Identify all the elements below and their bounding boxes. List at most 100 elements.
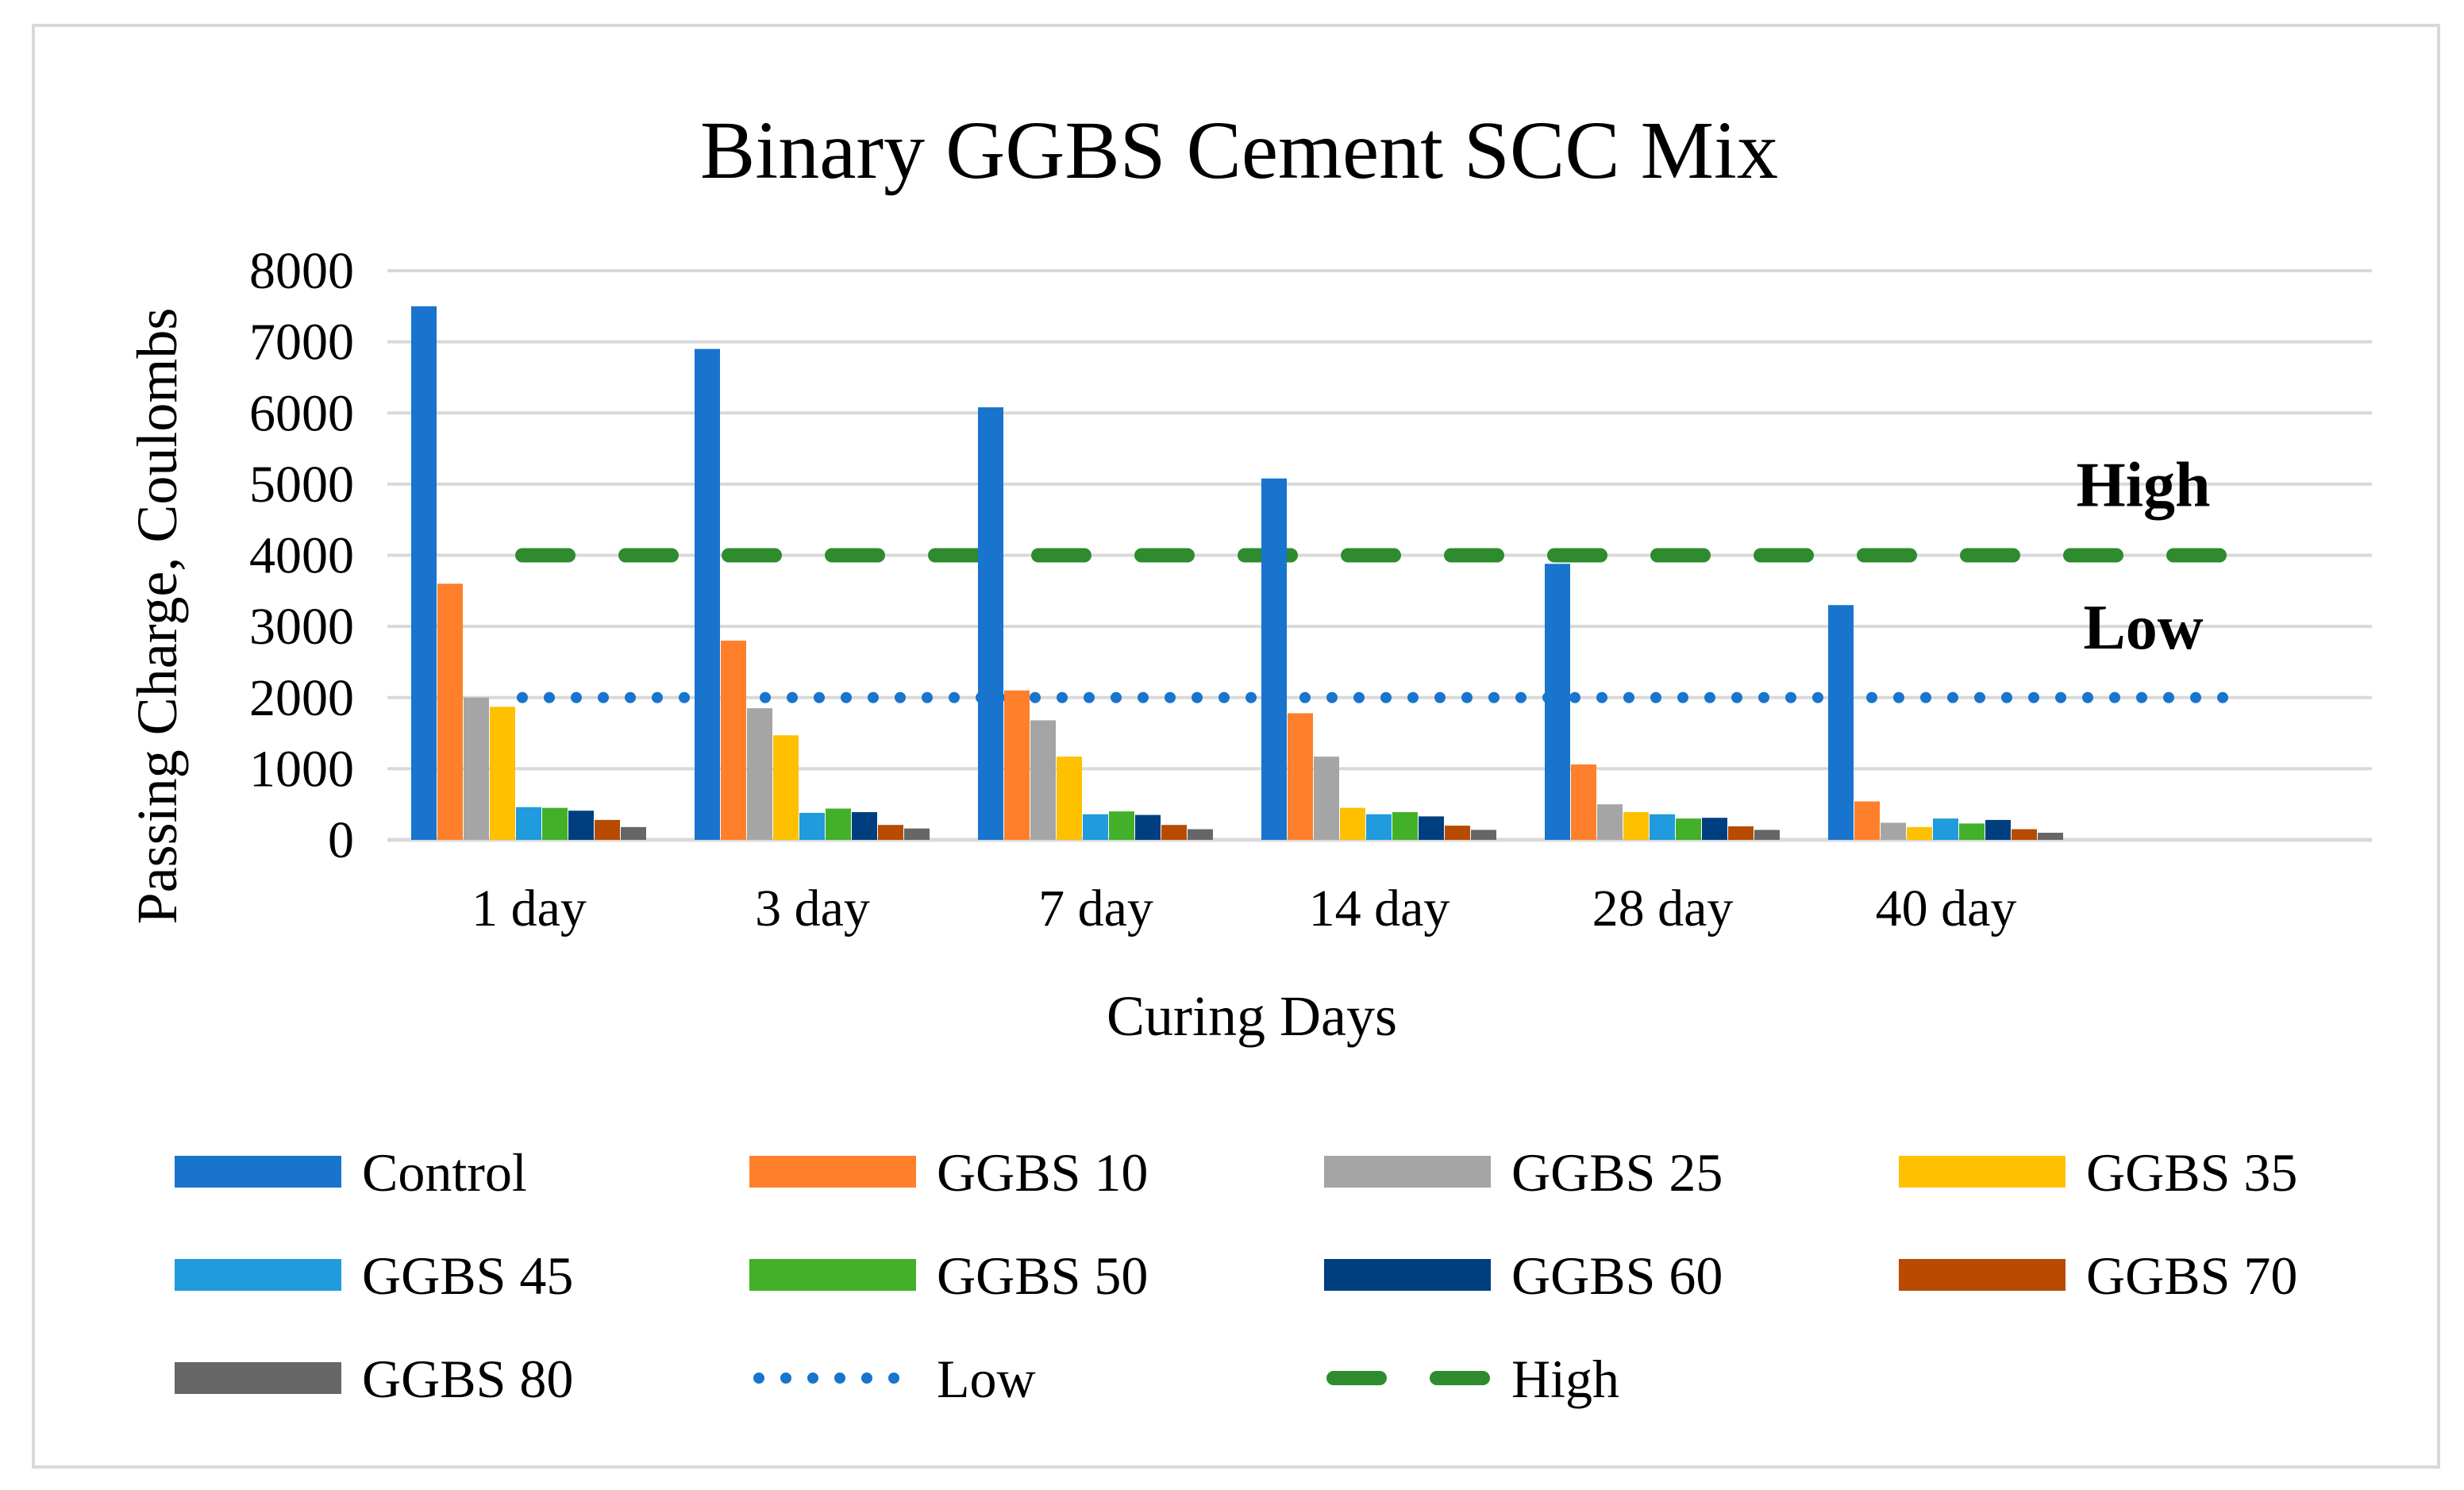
- annotation-low: Low: [2083, 593, 2203, 663]
- y-tick-label: 3000: [249, 598, 354, 656]
- bar-ggbs-60-5: [1985, 819, 2011, 840]
- legend-swatch: [749, 1259, 916, 1291]
- bar-ggbs-70-1: [878, 825, 903, 840]
- bar-ggbs-45-2: [1083, 814, 1108, 840]
- bar-ggbs-10-1: [721, 641, 746, 840]
- y-tick-labels: 0 1000 2000 3000 4000 5000 6000 7000 8000: [249, 242, 354, 869]
- bar-ggbs-80-4: [1754, 830, 1780, 840]
- bar-ggbs-45-4: [1650, 814, 1675, 840]
- legend-item-ggbs-25: GGBS 25: [1324, 1142, 1723, 1203]
- x-tick-label: 1 day: [472, 880, 587, 938]
- legend-swatch: [1324, 1259, 1491, 1291]
- legend-label: GGBS 70: [2086, 1246, 2297, 1306]
- bar-ggbs-50-4: [1676, 818, 1701, 840]
- x-tick-label: 3 day: [755, 880, 870, 938]
- legend-swatch: [1899, 1156, 2066, 1188]
- bar-ggbs-35-4: [1623, 812, 1649, 840]
- legend-label: Low: [937, 1349, 1036, 1409]
- legend-label: Control: [362, 1142, 527, 1203]
- bar-ggbs-60-1: [852, 812, 877, 840]
- bar-ggbs-10-2: [1004, 690, 1030, 840]
- bar-ggbs-60-2: [1135, 814, 1161, 840]
- legend-item-ggbs-80: GGBS 80: [175, 1349, 573, 1409]
- bar-ggbs-45-1: [799, 812, 825, 840]
- bar-ggbs-50-1: [826, 808, 851, 840]
- x-tick-label: 28 day: [1592, 880, 1734, 938]
- bar-ggbs-10-3: [1288, 713, 1313, 840]
- bar-ggbs-50-5: [1959, 823, 1985, 840]
- legend-item-high: High: [1326, 1349, 1619, 1409]
- y-tick-label: 2000: [249, 669, 354, 727]
- bar-ggbs-25-1: [747, 708, 772, 840]
- chart-title: Binary GGBS Cement SCC Mix: [700, 105, 1778, 196]
- bar-control-1: [695, 348, 720, 840]
- bar-ggbs-45-0: [516, 807, 541, 840]
- bar-ggbs-80-3: [1471, 830, 1496, 840]
- bar-ggbs-25-5: [1881, 822, 1906, 840]
- legend-item-ggbs-50: GGBS 50: [749, 1246, 1148, 1306]
- bar-control-3: [1261, 478, 1287, 840]
- bar-ggbs-45-3: [1366, 814, 1392, 840]
- bar-series: [411, 306, 2063, 840]
- legend-item-ggbs-10: GGBS 10: [749, 1142, 1148, 1203]
- y-tick-label: 6000: [249, 384, 354, 442]
- legend-item-ggbs-45: GGBS 45: [175, 1246, 573, 1306]
- bar-ggbs-35-5: [1907, 826, 1932, 840]
- bar-ggbs-70-2: [1161, 825, 1187, 840]
- bar-ggbs-50-0: [542, 807, 568, 840]
- y-tick-label: 1000: [249, 740, 354, 798]
- bar-ggbs-50-3: [1392, 812, 1418, 840]
- legend-label: GGBS 35: [2086, 1142, 2297, 1203]
- bar-ggbs-80-1: [904, 828, 930, 840]
- chart-svg: Binary GGBS Cement SCC Mix 0 1000 2000 3000…: [125, 105, 2372, 1409]
- legend-label: GGBS 10: [937, 1142, 1148, 1203]
- bar-ggbs-10-0: [437, 583, 463, 840]
- bar-ggbs-35-1: [773, 735, 799, 840]
- legend-item-control: Control: [175, 1142, 527, 1203]
- legend-swatch: [175, 1259, 341, 1291]
- bar-ggbs-35-2: [1057, 757, 1082, 840]
- legend-label: High: [1511, 1349, 1619, 1409]
- legend-item-low: Low: [753, 1349, 1036, 1409]
- x-tick-label: 7 day: [1038, 880, 1153, 938]
- y-tick-label: 4000: [249, 527, 354, 585]
- legend-label: GGBS 80: [362, 1349, 573, 1409]
- legend-label: GGBS 45: [362, 1246, 573, 1306]
- y-tick-label: 0: [328, 811, 354, 869]
- bar-ggbs-80-2: [1188, 829, 1213, 840]
- bar-ggbs-35-0: [490, 706, 515, 840]
- legend-swatch: [175, 1156, 341, 1188]
- bar-ggbs-25-0: [464, 697, 489, 840]
- y-axis-title: Passing Charge, Coulombs: [125, 308, 189, 925]
- bar-ggbs-25-4: [1597, 804, 1623, 840]
- bar-ggbs-60-4: [1702, 818, 1727, 840]
- legend-label: GGBS 50: [937, 1246, 1148, 1306]
- legend-label: GGBS 60: [1511, 1246, 1723, 1306]
- legend-swatch: [1899, 1259, 2066, 1291]
- chart-frame: Binary GGBS Cement SCC Mix 0 1000 2000 3000…: [32, 24, 2440, 1469]
- y-tick-label: 7000: [249, 314, 354, 372]
- reference-annotations: Low High: [2077, 451, 2211, 663]
- legend-item-ggbs-35: GGBS 35: [1899, 1142, 2297, 1203]
- x-tick-labels: 1 day 3 day 7 day 14 day 28 day 40 day: [472, 880, 2016, 938]
- legend-item-ggbs-60: GGBS 60: [1324, 1246, 1723, 1306]
- legend: Control GGBS 10 GGBS 25 GGBS 35 GGBS 45 GGBS …: [175, 1142, 2297, 1409]
- bar-control-5: [1828, 605, 1854, 840]
- bar-ggbs-10-4: [1571, 764, 1596, 840]
- bar-ggbs-45-5: [1933, 818, 1958, 840]
- x-tick-label: 14 day: [1309, 880, 1450, 938]
- legend-swatch: [1324, 1156, 1491, 1188]
- legend-item-ggbs-70: GGBS 70: [1899, 1246, 2297, 1306]
- bar-ggbs-50-2: [1109, 811, 1134, 840]
- legend-swatch: [749, 1156, 916, 1188]
- annotation-high: High: [2077, 451, 2211, 521]
- bar-ggbs-70-0: [595, 819, 620, 840]
- legend-label: GGBS 25: [1511, 1142, 1723, 1203]
- y-tick-label: 5000: [249, 456, 354, 514]
- bar-ggbs-70-4: [1728, 826, 1754, 840]
- x-tick-label: 40 day: [1876, 880, 2017, 938]
- x-axis-title: Curing Days: [1107, 984, 1397, 1048]
- bar-ggbs-25-2: [1030, 720, 1056, 840]
- bar-ggbs-80-5: [2038, 833, 2063, 840]
- reference-lines: [515, 548, 2243, 703]
